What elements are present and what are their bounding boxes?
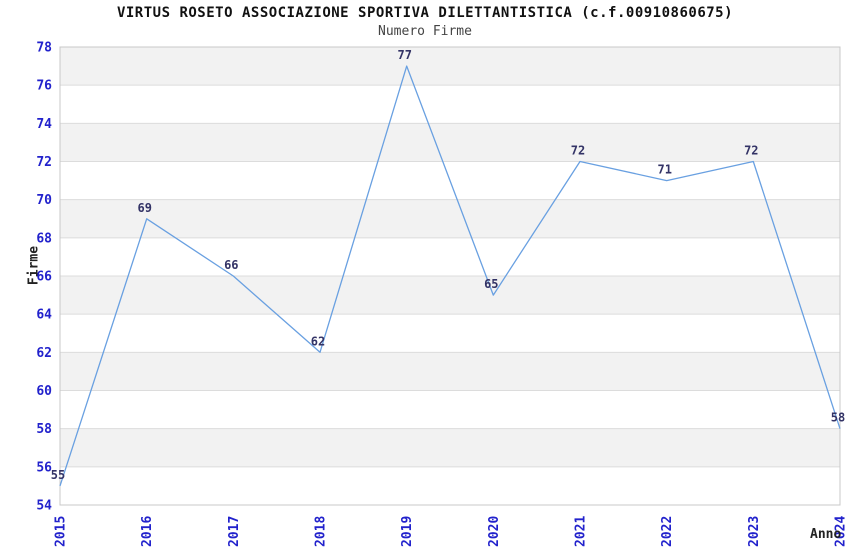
y-tick-label: 64 bbox=[36, 308, 52, 323]
y-tick-label: 54 bbox=[36, 499, 52, 514]
y-tick-label: 58 bbox=[36, 422, 52, 437]
data-point-label: 69 bbox=[137, 201, 151, 215]
grid-band bbox=[60, 428, 840, 467]
y-tick-label: 76 bbox=[36, 79, 52, 94]
x-tick-label: 2015 bbox=[54, 516, 69, 547]
data-point-label: 66 bbox=[224, 258, 238, 272]
x-tick-label: 2019 bbox=[400, 516, 415, 547]
data-point-label: 72 bbox=[744, 144, 758, 158]
y-tick-label: 68 bbox=[36, 231, 52, 246]
data-point-label: 62 bbox=[311, 334, 325, 348]
y-tick-label: 56 bbox=[36, 460, 52, 475]
chart-subtitle: Numero Firme bbox=[378, 24, 472, 39]
y-tick-label: 66 bbox=[36, 270, 52, 285]
y-tick-label: 60 bbox=[36, 384, 52, 399]
grid-band bbox=[60, 123, 840, 162]
grid-band bbox=[60, 352, 840, 391]
y-tick-label: 70 bbox=[36, 193, 52, 208]
y-axis-title: Firme bbox=[26, 245, 42, 286]
data-point-label: 65 bbox=[484, 277, 498, 291]
x-tick-label: 2018 bbox=[314, 516, 329, 547]
data-point-label: 72 bbox=[571, 144, 585, 158]
x-tick-label: 2023 bbox=[747, 516, 762, 547]
x-tick-label: 2022 bbox=[660, 516, 675, 547]
y-tick-label: 74 bbox=[36, 117, 52, 132]
x-axis-title: Anno bbox=[810, 527, 842, 542]
data-line bbox=[59, 65, 841, 487]
y-tick-label: 72 bbox=[36, 155, 52, 170]
x-tick-label: 2017 bbox=[227, 516, 242, 547]
data-point-label: 58 bbox=[831, 411, 845, 425]
grid-band bbox=[60, 199, 840, 238]
x-tick-label: 2020 bbox=[487, 516, 502, 547]
data-point-label: 77 bbox=[397, 48, 411, 62]
plot-border bbox=[59, 46, 841, 506]
data-point-label: 71 bbox=[657, 163, 671, 177]
y-tick-label: 62 bbox=[36, 346, 52, 361]
chart-title: VIRTUS ROSETO ASSOCIAZIONE SPORTIVA DILE… bbox=[116, 5, 734, 21]
data-point-label: 55 bbox=[51, 468, 65, 482]
x-tick-label: 2016 bbox=[140, 516, 155, 547]
x-tick-label: 2024 bbox=[834, 516, 849, 547]
y-tick-label: 78 bbox=[36, 41, 52, 56]
grid-band bbox=[60, 276, 840, 315]
x-tick-label: 2021 bbox=[574, 516, 589, 547]
grid-band bbox=[60, 47, 840, 86]
